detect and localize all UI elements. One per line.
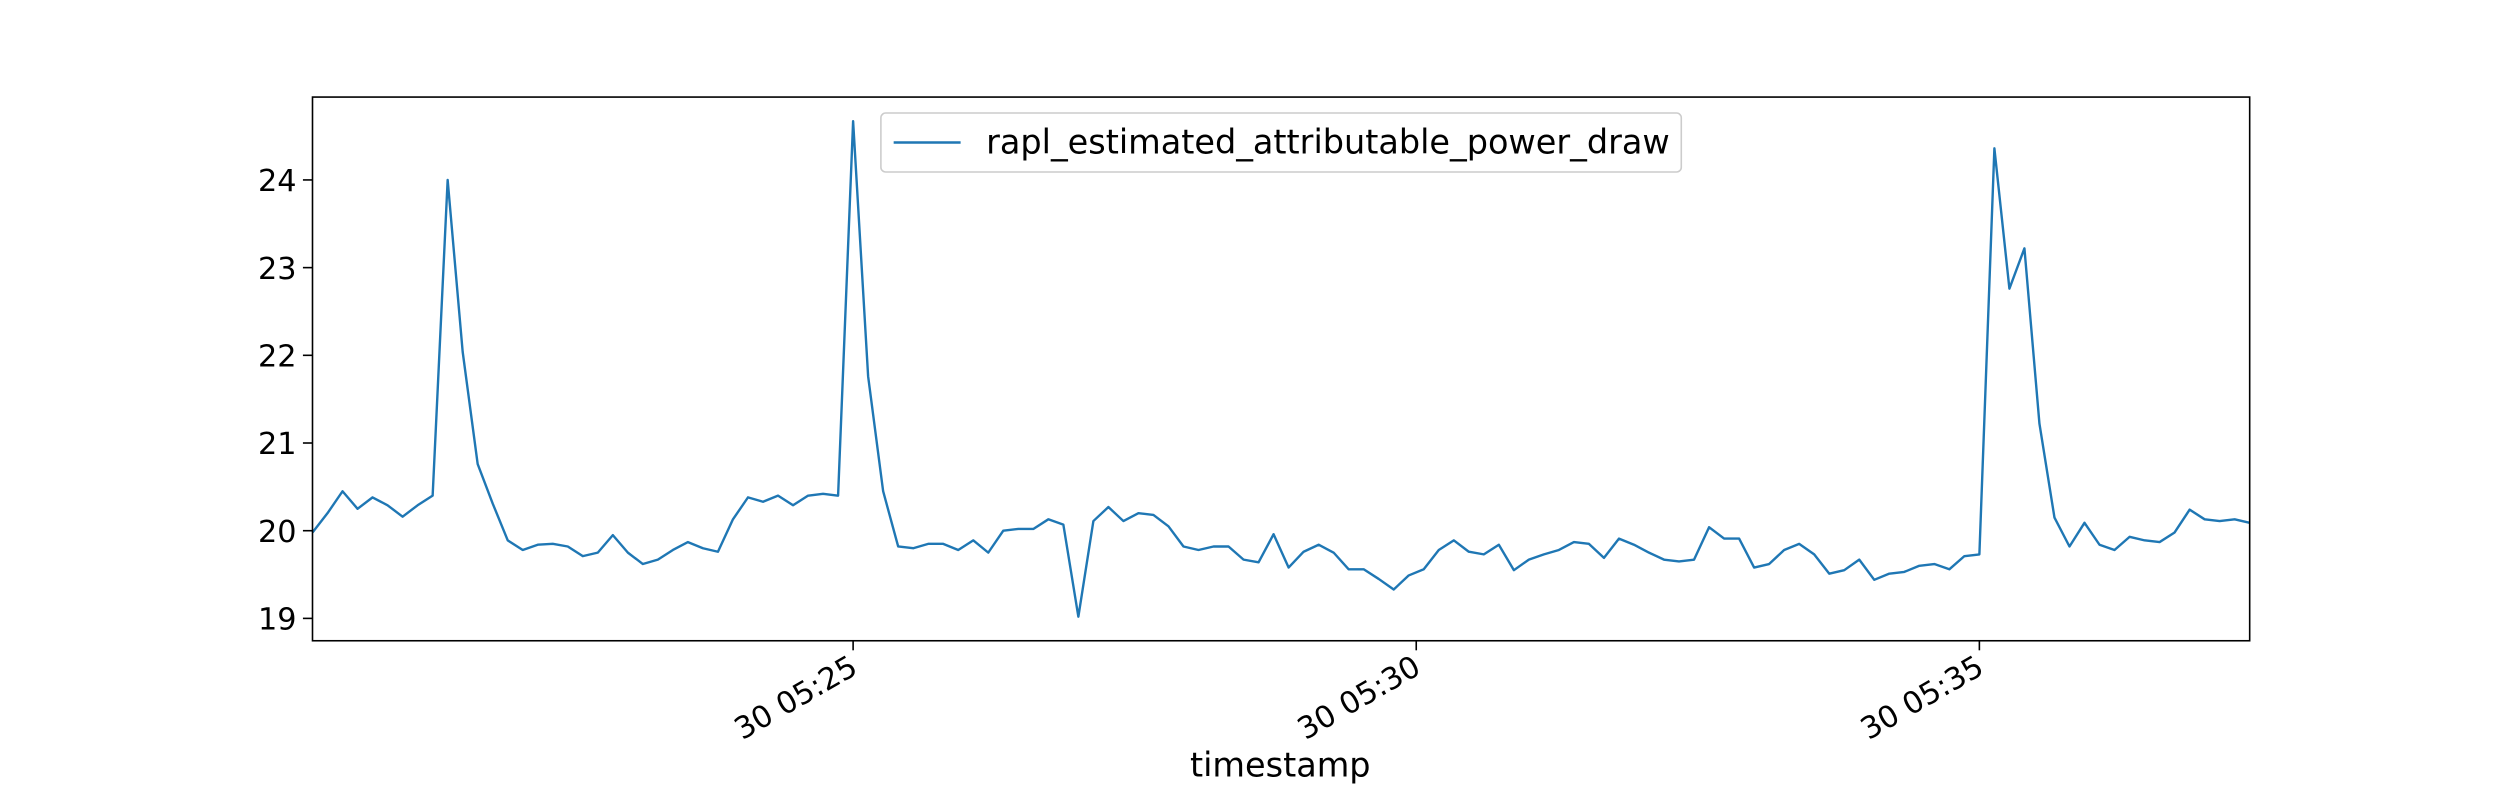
legend: rapl_estimated_attributable_power_draw [880, 112, 1683, 173]
legend-box [880, 112, 1683, 173]
x-tick-label: 30 05:30 [1292, 649, 1427, 747]
legend-label: rapl_estimated_attributable_power_draw [986, 123, 1670, 162]
y-tick-label: 23 [258, 252, 297, 287]
x-tick-label: 30 05:25 [729, 649, 864, 747]
y-tick-label: 21 [258, 427, 297, 462]
x-axis-label: timestamp [1190, 745, 1371, 784]
y-tick-label: 19 [258, 603, 297, 638]
y-tick-label: 22 [258, 339, 297, 374]
y-tick-label: 24 [258, 164, 297, 199]
data-line [311, 119, 2250, 618]
y-tick-label: 20 [258, 515, 297, 550]
x-tick-label: 30 05:35 [1855, 649, 1990, 747]
plot-frame [311, 96, 2251, 642]
